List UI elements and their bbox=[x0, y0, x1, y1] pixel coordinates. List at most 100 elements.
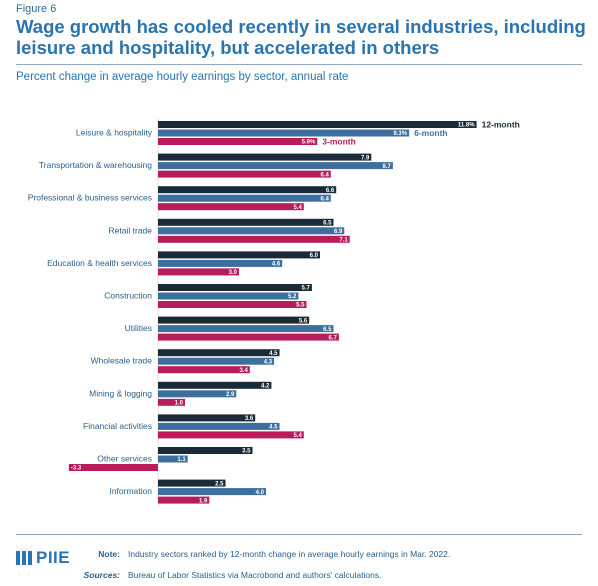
bar-3-month-education-health-services bbox=[158, 268, 239, 276]
bar-12-month-financial-activities bbox=[158, 414, 256, 422]
data-label-12-month-other-services: 3.5 bbox=[242, 449, 251, 455]
category-label-construction: Construction bbox=[104, 291, 152, 301]
data-label-12-month-wholesale-trade: 4.5 bbox=[269, 351, 278, 357]
category-label-financial-activities: Financial activities bbox=[83, 421, 152, 431]
bar-6-month-other-services bbox=[158, 455, 188, 463]
data-label-3-month-other-services: -3.3 bbox=[71, 466, 82, 472]
bar-3-month-construction bbox=[158, 301, 307, 308]
bar-6-month-education-health-services bbox=[158, 259, 283, 267]
data-label-12-month-transportation-warehousing: 7.9 bbox=[361, 155, 370, 161]
data-label-6-month-transportation-warehousing: 8.7 bbox=[383, 164, 392, 170]
footer-divider bbox=[16, 534, 582, 535]
category-label-professional-business-services: Professional & business services bbox=[28, 193, 152, 203]
bar-12-month-construction bbox=[158, 284, 312, 291]
sources-label: Sources: bbox=[83, 570, 120, 580]
bar-3-month-utilities bbox=[158, 333, 339, 341]
legend-3-month: 3-month bbox=[322, 137, 356, 147]
data-label-3-month-retail-trade: 7.1 bbox=[339, 238, 348, 244]
bar-chart: Leisure & hospitality 11.8% 12-month 9.3% 6-… bbox=[28, 118, 520, 507]
data-label-12-month-financial-activities: 3.6 bbox=[245, 416, 254, 422]
category-label-education-health-services: Education & health services bbox=[47, 258, 152, 268]
bar-12-month-other-services bbox=[158, 447, 253, 454]
bar-12-month-mining-logging bbox=[158, 381, 272, 389]
data-label-6-month-financial-activities: 4.5 bbox=[269, 425, 278, 431]
bar-6-month-utilities bbox=[158, 325, 334, 333]
bar-6-month-construction bbox=[158, 292, 299, 300]
data-label-3-month-leisure-hospitality: 5.9% bbox=[302, 140, 316, 146]
category-label-transportation-warehousing: Transportation & warehousing bbox=[39, 160, 152, 170]
bar-6-month-transportation-warehousing bbox=[158, 162, 393, 170]
data-label-6-month-professional-business-services: 6.4 bbox=[320, 196, 329, 202]
data-label-3-month-financial-activities: 5.4 bbox=[293, 433, 302, 439]
figure-label: Figure 6 bbox=[16, 3, 57, 15]
data-label-12-month-construction: 5.7 bbox=[302, 286, 311, 292]
sources-text: Bureau of Labor Statistics via Macrobond… bbox=[128, 570, 382, 580]
chart-subtitle: Percent change in average hourly earning… bbox=[16, 71, 349, 83]
piie-logo: PIIE bbox=[16, 548, 70, 568]
data-label-3-month-education-health-services: 3.0 bbox=[229, 270, 238, 276]
data-label-12-month-education-health-services: 6.0 bbox=[310, 253, 319, 259]
data-label-3-month-information: 1.9 bbox=[199, 498, 208, 504]
bar-3-month-other-services bbox=[68, 464, 158, 471]
data-label-12-month-professional-business-services: 6.6 bbox=[326, 188, 335, 194]
bar-12-month-leisure-hospitality bbox=[158, 121, 477, 128]
data-label-12-month-utilities: 5.6 bbox=[299, 318, 308, 324]
bar-6-month-financial-activities bbox=[158, 422, 280, 430]
bar-6-month-information bbox=[158, 488, 266, 496]
bar-3-month-information bbox=[158, 496, 210, 504]
data-label-3-month-professional-business-services: 5.4 bbox=[293, 205, 302, 211]
bar-12-month-professional-business-services bbox=[158, 186, 337, 194]
bar-6-month-retail-trade bbox=[158, 227, 345, 235]
category-label-mining-logging: Mining & logging bbox=[89, 388, 152, 398]
bar-12-month-utilities bbox=[158, 316, 310, 324]
bar-3-month-professional-business-services bbox=[158, 203, 304, 211]
bar-6-month-professional-business-services bbox=[158, 194, 331, 202]
bar-12-month-wholesale-trade bbox=[158, 349, 280, 357]
note-label: Note: bbox=[98, 549, 120, 559]
data-label-6-month-utilities: 6.5 bbox=[323, 327, 332, 333]
category-label-retail-trade: Retail trade bbox=[109, 225, 153, 235]
bar-3-month-transportation-warehousing bbox=[158, 170, 331, 178]
data-label-6-month-leisure-hospitality: 9.3% bbox=[393, 131, 407, 137]
category-label-information: Information bbox=[109, 486, 152, 496]
bar-3-month-wholesale-trade bbox=[158, 366, 250, 374]
data-label-3-month-construction: 5.5 bbox=[296, 303, 305, 309]
category-label-wholesale-trade: Wholesale trade bbox=[91, 356, 153, 366]
data-label-6-month-mining-logging: 2.9 bbox=[226, 392, 235, 398]
legend-6-month: 6-month bbox=[414, 128, 448, 138]
bar-12-month-education-health-services bbox=[158, 251, 320, 259]
category-label-other-services: Other services bbox=[97, 454, 152, 464]
bar-6-month-wholesale-trade bbox=[158, 357, 275, 365]
data-label-12-month-leisure-hospitality: 11.8% bbox=[458, 123, 475, 129]
data-label-6-month-retail-trade: 6.9 bbox=[334, 229, 343, 235]
data-label-12-month-retail-trade: 6.5 bbox=[323, 221, 332, 227]
footer: PIIE Note: Industry sectors ranked by 12… bbox=[0, 534, 598, 586]
data-label-3-month-wholesale-trade: 3.4 bbox=[239, 368, 248, 374]
data-label-6-month-education-health-services: 4.6 bbox=[272, 262, 281, 268]
data-label-6-month-construction: 5.2 bbox=[288, 294, 297, 300]
legend-12-month: 12-month bbox=[482, 120, 520, 130]
bar-3-month-mining-logging bbox=[158, 398, 185, 406]
bar-3-month-retail-trade bbox=[158, 235, 350, 243]
bar-6-month-leisure-hospitality bbox=[158, 129, 410, 137]
bar-12-month-retail-trade bbox=[158, 218, 334, 226]
data-label-3-month-transportation-warehousing: 6.4 bbox=[320, 172, 329, 178]
bar-3-month-financial-activities bbox=[158, 431, 304, 439]
piie-logo-text: PIIE bbox=[36, 548, 71, 567]
data-label-12-month-information: 2.5 bbox=[215, 481, 224, 487]
data-label-6-month-wholesale-trade: 4.3 bbox=[264, 359, 273, 365]
title-divider bbox=[16, 64, 582, 65]
data-label-3-month-mining-logging: 1.0 bbox=[175, 401, 184, 407]
chart-title: Wage growth has cooled recently in sever… bbox=[16, 16, 586, 58]
data-label-6-month-other-services: 1.1 bbox=[177, 457, 186, 463]
data-label-6-month-information: 4.0 bbox=[256, 490, 265, 496]
piie-logo-mark bbox=[16, 551, 32, 565]
data-label-12-month-mining-logging: 4.2 bbox=[261, 384, 270, 390]
bar-12-month-transportation-warehousing bbox=[158, 153, 372, 161]
note-text: Industry sectors ranked by 12-month chan… bbox=[128, 549, 451, 559]
bar-3-month-leisure-hospitality bbox=[158, 138, 318, 145]
bar-6-month-mining-logging bbox=[158, 390, 237, 398]
category-label-leisure-hospitality: Leisure & hospitality bbox=[76, 128, 153, 138]
bar-12-month-information bbox=[158, 479, 226, 487]
category-label-utilities: Utilities bbox=[125, 323, 152, 333]
